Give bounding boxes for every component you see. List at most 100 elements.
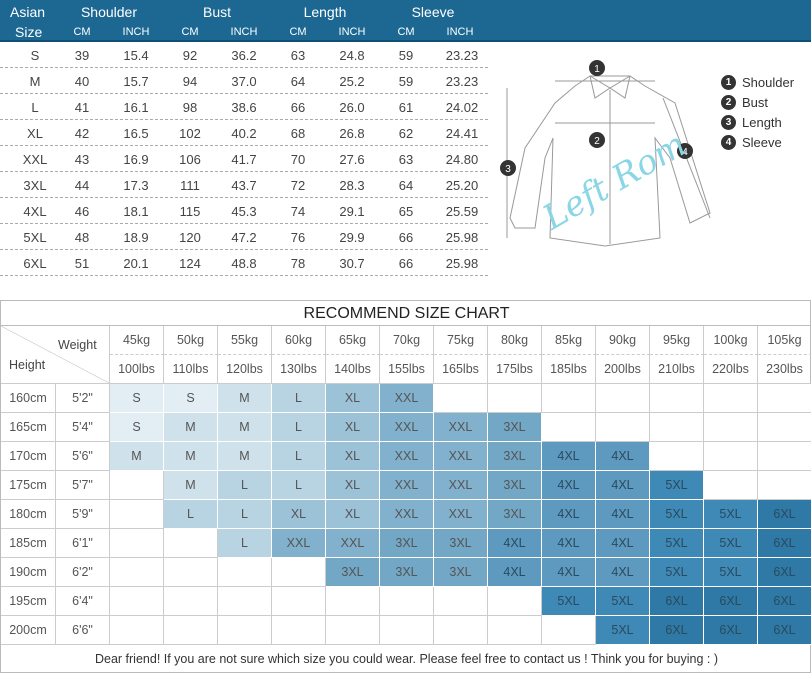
- size-cell: 4XL: [542, 558, 596, 587]
- measure-cell: 70: [290, 152, 306, 167]
- size-cell: 4XL: [596, 529, 650, 558]
- measure-cell: 92: [182, 48, 198, 63]
- weight-lbs-header: 110lbs: [164, 355, 218, 384]
- unit-inch: INCH: [122, 26, 150, 38]
- unit-cm: CM: [289, 26, 307, 38]
- size-cell: S: [110, 413, 164, 442]
- header-sleeve: Sleeve: [411, 4, 455, 20]
- weight-lbs-header: 210lbs: [650, 355, 704, 384]
- measure-cell: 65: [398, 204, 414, 219]
- measure-cell: 42: [74, 126, 90, 141]
- size-cell: L: [218, 529, 272, 558]
- size-cell: M: [164, 442, 218, 471]
- height-ft: 6'1": [56, 529, 110, 558]
- size-cell: [218, 587, 272, 616]
- measure-cell: 63: [398, 152, 414, 167]
- size-cell: [110, 471, 164, 500]
- measure-cell: 45.3: [231, 204, 257, 219]
- measure-cell: 24.02: [445, 100, 479, 115]
- size-cell: M: [29, 74, 41, 89]
- size-cell: [758, 471, 811, 500]
- legend-item-bust: 2 Bust: [721, 92, 794, 112]
- size-cell: [326, 616, 380, 645]
- size-cell: [380, 587, 434, 616]
- size-cell: 6XL: [758, 529, 811, 558]
- measure-cell: 94: [182, 74, 198, 89]
- size-cell: [434, 384, 488, 413]
- size-cell: 6XL: [758, 616, 811, 645]
- size-cell: XXL: [380, 413, 434, 442]
- measure-cell: 124: [179, 256, 201, 271]
- size-cell: L: [272, 471, 326, 500]
- height-cm: 180cm: [1, 500, 56, 529]
- legend-label: Bust: [742, 94, 769, 110]
- weight-kg-header: 60kg: [272, 326, 326, 355]
- header-length: Length: [303, 4, 347, 20]
- size-cell: [704, 384, 758, 413]
- size-cell: 5XL: [596, 587, 650, 616]
- size-cell: XL: [326, 413, 380, 442]
- measure-cell: 36.2: [231, 48, 257, 63]
- measure-cell: 59: [398, 48, 414, 63]
- size-cell: 3XL: [488, 442, 542, 471]
- height-ft: 5'2": [56, 384, 110, 413]
- size-cell: 4XL: [488, 529, 542, 558]
- measure-cell: 64: [290, 74, 306, 89]
- weight-label: Weight: [58, 338, 97, 352]
- size-cell: 6XL: [704, 616, 758, 645]
- diagram-legend: 1 Shoulder 2 Bust 3 Length 4 Sleeve: [721, 72, 794, 152]
- size-cell: 4XL: [488, 558, 542, 587]
- measure-cell: 24.8: [339, 48, 365, 63]
- svg-text:4: 4: [682, 147, 688, 158]
- height-ft: 5'6": [56, 442, 110, 471]
- height-cm: 165cm: [1, 413, 56, 442]
- size-cell: [272, 587, 326, 616]
- watermark: Left Rom: [535, 124, 693, 238]
- measure-cell: 44: [74, 178, 90, 193]
- size-cell: 5XL: [23, 230, 47, 245]
- table-row: 3XL 44 17.3 111 43.7 72 28.3 64 25.20: [0, 172, 488, 198]
- size-cell: XXL: [380, 442, 434, 471]
- height-label: Height: [9, 358, 46, 372]
- size-cell: [704, 442, 758, 471]
- weight-lbs-header: 120lbs: [218, 355, 272, 384]
- measure-cell: 72: [290, 178, 306, 193]
- size-cell: 3XL: [488, 500, 542, 529]
- number-badge-icon: 4: [721, 134, 736, 150]
- measure-cell: 66: [398, 256, 414, 271]
- measure-cell: 30.7: [339, 256, 365, 271]
- size-cell: 3XL: [434, 558, 488, 587]
- height-cm: 190cm: [1, 558, 56, 587]
- measure-cell: 76: [290, 230, 306, 245]
- height-ft: 6'6": [56, 616, 110, 645]
- size-cell: [596, 384, 650, 413]
- weight-lbs-header: 175lbs: [488, 355, 542, 384]
- size-cell: 5XL: [650, 529, 704, 558]
- svg-text:2: 2: [594, 136, 600, 147]
- size-header-top: Asian: [10, 4, 46, 20]
- height-cm: 175cm: [1, 471, 56, 500]
- weight-kg-header: 55kg: [218, 326, 272, 355]
- measure-cell: 38.6: [231, 100, 257, 115]
- size-cell: XXL: [434, 500, 488, 529]
- size-cell: [434, 587, 488, 616]
- weight-lbs-header: 130lbs: [272, 355, 326, 384]
- measure-cell: 106: [179, 152, 201, 167]
- size-cell: [434, 616, 488, 645]
- size-cell: [704, 471, 758, 500]
- weight-kg-header: 45kg: [110, 326, 164, 355]
- measure-cell: 78: [290, 256, 306, 271]
- weight-kg-header: 70kg: [380, 326, 434, 355]
- table-row: L 41 16.1 98 38.6 66 26.0 61 24.02: [0, 94, 488, 120]
- chart-title: RECOMMEND SIZE CHART: [1, 301, 811, 326]
- height-cm: 195cm: [1, 587, 56, 616]
- size-cell: [596, 413, 650, 442]
- measure-cell: 51: [74, 256, 90, 271]
- size-cell: L: [31, 100, 39, 115]
- weight-lbs-header: 100lbs: [110, 355, 164, 384]
- size-cell: 5XL: [542, 587, 596, 616]
- height-ft: 5'4": [56, 413, 110, 442]
- size-cell: S: [30, 48, 40, 63]
- size-cell: 6XL: [704, 587, 758, 616]
- measurement-table: S 39 15.4 92 36.2 63 24.8 59 23.23 M 40 15.7 94 37.0 6…: [0, 42, 488, 276]
